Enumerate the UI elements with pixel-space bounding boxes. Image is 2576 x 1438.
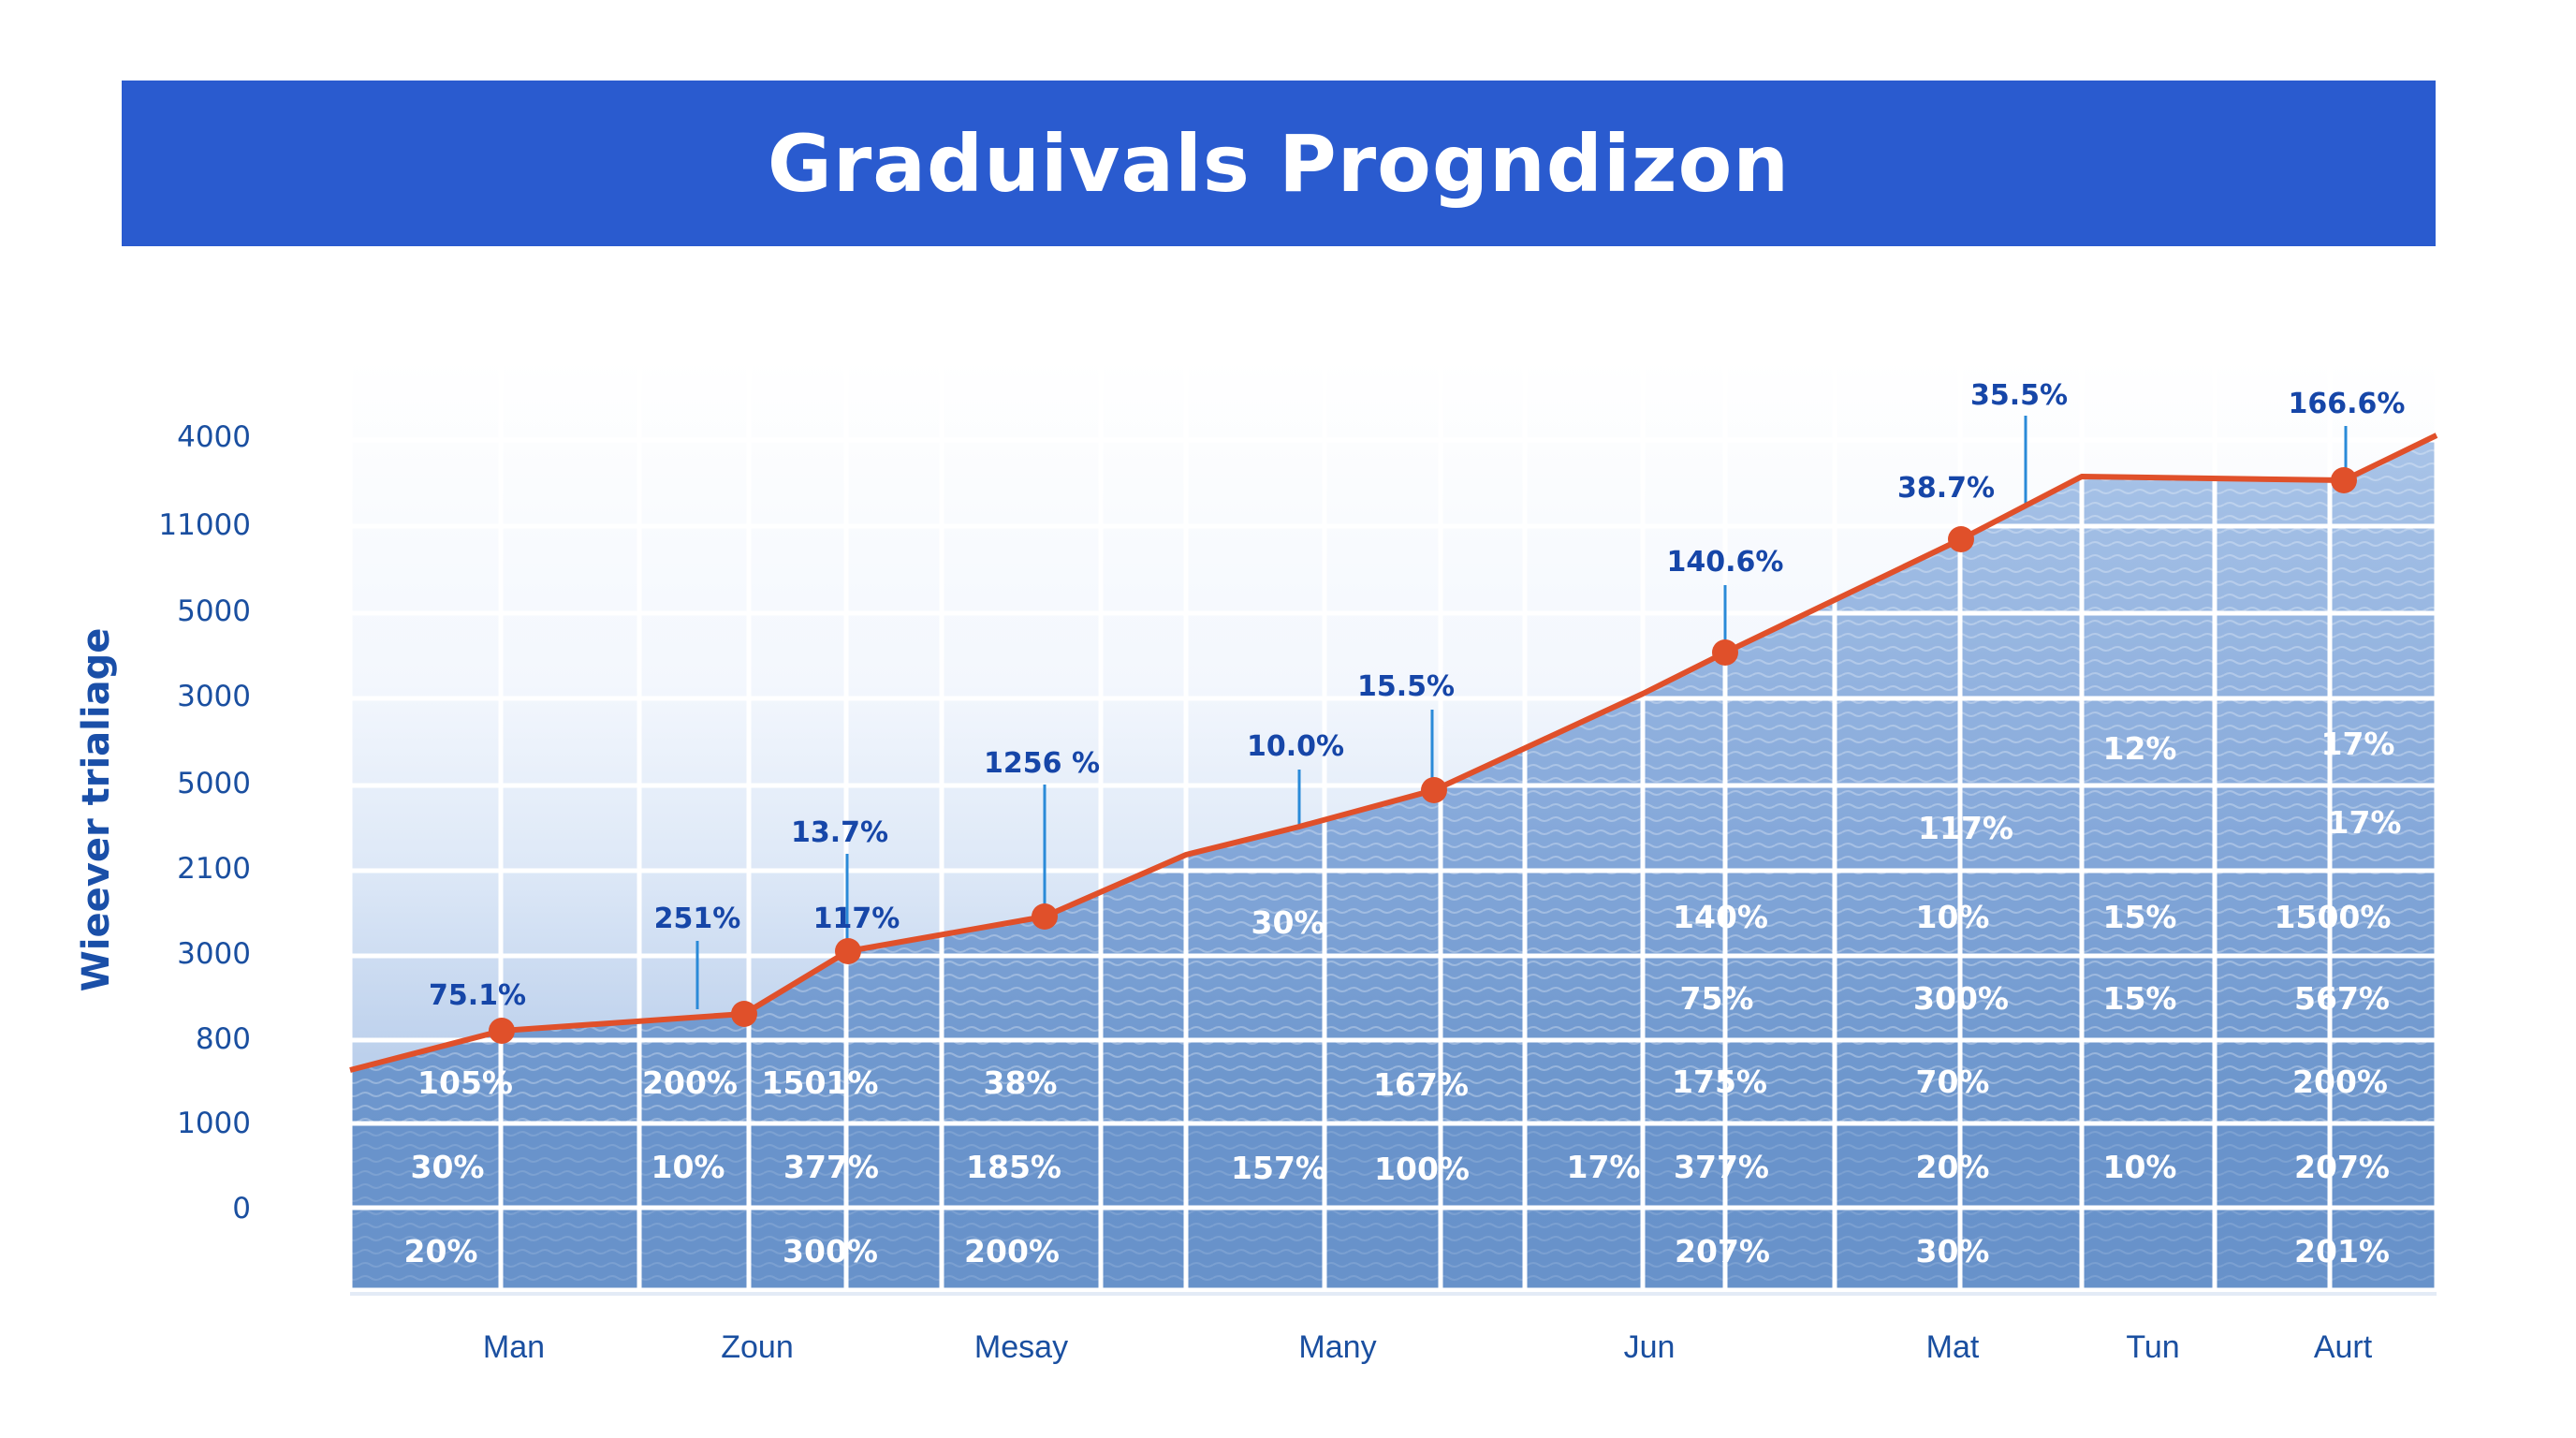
cell-value-label: 100% — [1374, 1151, 1470, 1187]
cell-value-label: 200% — [642, 1064, 738, 1101]
x-tick-label: Mesay — [974, 1329, 1068, 1365]
cell-value-label: 10% — [2103, 1149, 2177, 1185]
x-tick-label: Aurt — [2314, 1329, 2373, 1365]
cell-value-label: 10% — [651, 1149, 725, 1185]
data-annotation-label: 117% — [813, 902, 900, 935]
cell-value-label: 17% — [1567, 1149, 1641, 1185]
cell-value-label: 17% — [2321, 726, 2395, 762]
cell-value-label: 30% — [411, 1149, 485, 1185]
data-point-marker[interactable] — [2331, 467, 2357, 493]
y-axis-label: Wieever trialiage — [75, 628, 118, 992]
data-annotation-label: 35.5% — [1970, 379, 2068, 412]
cell-value-label: 10% — [1916, 899, 1990, 935]
data-annotation-label: 140.6% — [1667, 546, 1784, 579]
cell-value-label: 12% — [2103, 730, 2177, 767]
trend-line — [349, 433, 2438, 1073]
y-tick-label: 5000 — [177, 767, 251, 800]
cell-value-label: 377% — [1674, 1149, 1769, 1185]
cell-value-label: 1501% — [762, 1064, 879, 1101]
data-point-marker[interactable] — [489, 1018, 515, 1044]
data-annotation-label: 166.6% — [2289, 388, 2406, 420]
cell-value-label: 17% — [2328, 804, 2402, 841]
data-annotation-label: 251% — [654, 902, 741, 935]
x-tick-label: Many — [1298, 1329, 1376, 1365]
chart-title-banner: Graduivals Progndizon — [122, 81, 2436, 246]
x-tick-label: Tun — [2126, 1329, 2179, 1365]
x-axis: Man Zoun Mesay Many Jun Mat Tun Aurt — [483, 1329, 2373, 1365]
chart-title: Graduivals Progndizon — [767, 117, 1791, 210]
data-annotation-label: 75.1% — [429, 979, 526, 1012]
cell-value-label: 20% — [1916, 1149, 1990, 1185]
x-tick-label: Mat — [1926, 1329, 1980, 1365]
cell-value-label: 377% — [783, 1149, 879, 1185]
y-tick-label: 800 — [196, 1022, 251, 1056]
data-annotation-label: 1256 % — [984, 747, 1100, 780]
cell-value-label: 20% — [404, 1233, 478, 1269]
cell-value-label: 207% — [1675, 1233, 1770, 1269]
cell-value-label: 30% — [1251, 904, 1325, 941]
y-tick-label: 0 — [232, 1192, 251, 1225]
area-wave-texture — [350, 435, 2437, 1290]
cell-value-label: 15% — [2103, 980, 2177, 1017]
data-point-marker[interactable] — [1948, 526, 1974, 552]
data-point-marker[interactable] — [1032, 903, 1058, 930]
data-point-marker[interactable] — [835, 938, 861, 964]
cell-value-label: 38% — [984, 1064, 1058, 1101]
cell-value-label: 175% — [1672, 1064, 1767, 1100]
y-tick-label: 2100 — [177, 852, 251, 886]
y-tick-label: 5000 — [177, 594, 251, 628]
data-annotation-label: 13.7% — [791, 816, 888, 849]
cell-value-label: 15% — [2103, 899, 2177, 935]
cell-value-label: 105% — [417, 1064, 513, 1101]
cell-value-label: 167% — [1373, 1066, 1469, 1103]
cell-value-label: 207% — [2294, 1149, 2390, 1185]
y-tick-label: 3000 — [177, 680, 251, 713]
cell-value-label: 300% — [783, 1233, 878, 1269]
data-point-marker[interactable] — [731, 1001, 757, 1027]
data-point-marker[interactable] — [1421, 777, 1447, 803]
x-tick-label: Jun — [1624, 1329, 1676, 1365]
cell-value-label: 567% — [2294, 980, 2390, 1017]
cell-value-label: 30% — [1916, 1233, 1990, 1269]
cell-value-label: 1500% — [2275, 899, 2392, 935]
cell-value-label: 70% — [1916, 1064, 1990, 1100]
data-annotation-label: 38.7% — [1897, 472, 1995, 505]
data-annotation-label: 10.0% — [1247, 730, 1344, 763]
data-point-marker[interactable] — [1712, 639, 1738, 666]
y-tick-label: 11000 — [158, 508, 251, 542]
cell-value-label: 157% — [1231, 1150, 1326, 1186]
y-tick-label: 3000 — [177, 937, 251, 971]
cell-value-label: 75% — [1680, 980, 1754, 1017]
x-tick-label: Zoun — [721, 1329, 794, 1365]
y-tick-label: 1000 — [177, 1107, 251, 1140]
data-annotation-label: 15.5% — [1357, 670, 1455, 703]
cell-value-label: 117% — [1918, 810, 2013, 846]
cell-value-label: 201% — [2294, 1233, 2390, 1269]
cell-value-label: 200% — [2292, 1064, 2388, 1100]
cell-value-label: 140% — [1673, 899, 1768, 935]
y-axis: 4000 11000 5000 3000 5000 2100 3000 800 1000 0 — [158, 420, 251, 1225]
plot-area: 105% 200% 1501% 38% 167% 175% 70% 200% 30% 10% 377… — [347, 359, 2439, 1296]
cell-value-label: 185% — [966, 1149, 1061, 1185]
cell-value-label: 200% — [964, 1233, 1060, 1269]
cell-value-label: 300% — [1913, 980, 2009, 1017]
x-tick-label: Man — [483, 1329, 545, 1365]
y-tick-label: 4000 — [177, 420, 251, 454]
